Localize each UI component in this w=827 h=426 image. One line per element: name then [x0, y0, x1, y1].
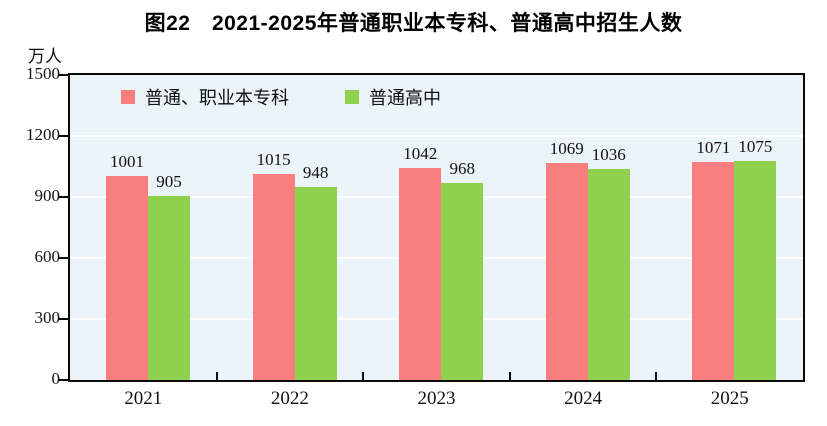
y-tick-label-300: 300: [34, 308, 61, 327]
x-axis-tick-2: [362, 372, 365, 380]
legend-item-1: 普通、职业本专科: [121, 84, 289, 110]
bar-series1-2025: [692, 162, 735, 380]
value-label-series1-2025: 1071: [696, 138, 731, 158]
bar-series1-2021: [106, 176, 148, 380]
y-tick-label-1500: 1500: [26, 64, 60, 83]
bar-series1-2024: [545, 162, 588, 380]
y-tick-label-1200: 1200: [26, 125, 60, 144]
x-category-label-2023: 2023: [417, 388, 456, 409]
legend-swatch-1: [121, 90, 135, 104]
x-category-label-2024: 2024: [564, 388, 603, 409]
chart-title: 图22 2021-2025年普通职业本专科、普通高中招生人数: [144, 12, 683, 35]
bar-series1-2022: [252, 173, 295, 380]
legend-item-2: 普通高中: [345, 84, 441, 110]
y-axis-tick-900: [59, 196, 68, 198]
bar-series2-2025: [734, 161, 777, 380]
value-label-series1-2023: 1042: [403, 144, 438, 164]
bar-series2-2022: [294, 187, 337, 380]
y-tick-label-0: 0: [51, 369, 61, 388]
value-label-series2-2021: 905: [156, 171, 182, 191]
value-label-series1-2022: 1015: [256, 149, 291, 169]
value-label-series2-2024: 1036: [591, 145, 626, 165]
bar-series2-2023: [441, 183, 484, 380]
y-axis-unit-label: 万人: [28, 47, 62, 66]
x-category-label-2025: 2025: [710, 388, 749, 409]
bar-series2-2024: [587, 169, 630, 380]
bar-series2-2021: [148, 195, 190, 380]
legend-label-2: 普通高中: [369, 88, 441, 108]
legend-label-1: 普通、职业本专科: [145, 88, 289, 108]
x-axis-tick-3: [508, 372, 511, 380]
value-label-series2-2025: 1075: [738, 137, 773, 157]
value-label-series1-2021: 1001: [110, 152, 144, 172]
y-tick-label-900: 900: [34, 186, 61, 205]
gridline-1200: [70, 135, 803, 137]
y-axis-tick-1200: [59, 135, 68, 137]
bar-series1-2023: [399, 168, 442, 380]
value-label-series1-2024: 1069: [549, 138, 584, 158]
legend: 普通、职业本专科 普通高中: [121, 84, 441, 110]
x-category-label-2022: 2022: [270, 388, 309, 409]
y-axis-tick-600: [59, 257, 68, 259]
y-axis-tick-300: [59, 318, 68, 320]
plot-area: 普通、职业本专科 普通高中 1001 905 1015 948 1042 968 1069 10…: [68, 73, 805, 382]
x-axis-tick-4: [655, 372, 658, 380]
y-axis-tick-1500: [59, 74, 68, 76]
y-axis-tick-0: [59, 379, 68, 381]
x-axis-tick-1: [215, 372, 218, 380]
value-label-series2-2023: 968: [449, 159, 475, 179]
legend-swatch-2: [345, 90, 359, 104]
x-category-label-2021: 2021: [124, 388, 163, 409]
y-tick-label-600: 600: [34, 247, 61, 266]
value-label-series2-2022: 948: [302, 163, 329, 183]
